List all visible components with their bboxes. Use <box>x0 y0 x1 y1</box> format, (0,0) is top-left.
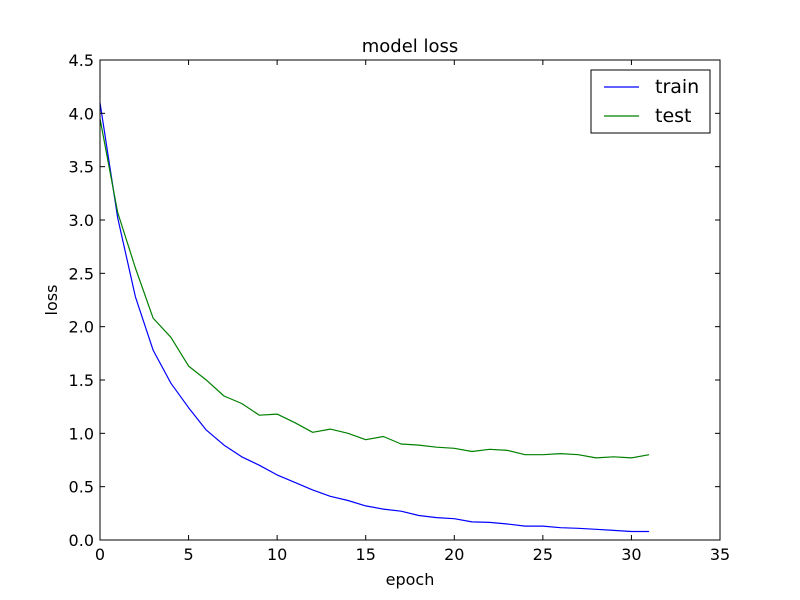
plot-background <box>100 60 720 540</box>
series-line-train <box>99 102 650 533</box>
plot-frame <box>99 59 721 541</box>
x-axis-title: epoch <box>386 570 435 589</box>
x-tick-label: 30 <box>621 545 641 564</box>
y-tick-label: 0.0 <box>69 531 94 550</box>
y-tick-label: 4.5 <box>69 51 94 70</box>
chart-title: model loss <box>362 36 459 57</box>
legend-label-test: test <box>655 105 692 127</box>
y-tick-label: 1.0 <box>69 424 94 443</box>
x-tick-label: 25 <box>533 545 553 564</box>
x-tick-label: 35 <box>710 545 730 564</box>
legend-box <box>590 69 711 134</box>
x-tick-label: 0 <box>95 545 105 564</box>
y-tick-label: 1.5 <box>69 371 94 390</box>
x-axis: 0 5 10 15 20 25 30 35 <box>95 60 730 564</box>
y-axis: 0.0 0.5 1.0 1.5 2.0 2.5 3.0 3.5 4.0 4.5 <box>69 51 720 550</box>
legend: train test <box>590 69 711 134</box>
y-tick-label: 2.5 <box>69 264 94 283</box>
plot-area <box>99 59 721 541</box>
series-layer <box>99 102 650 533</box>
x-tick-label: 20 <box>444 545 464 564</box>
x-tick-label: 5 <box>183 545 193 564</box>
y-tick-label: 0.5 <box>69 478 94 497</box>
y-tick-label: 2.0 <box>69 318 94 337</box>
x-tick-label: 15 <box>356 545 376 564</box>
y-axis-title: loss <box>42 285 61 316</box>
series-line-test <box>99 118 650 459</box>
x-tick-label: 10 <box>267 545 287 564</box>
legend-label-train: train <box>655 76 699 98</box>
y-tick-label: 4.0 <box>69 104 94 123</box>
y-tick-label: 3.0 <box>69 211 94 230</box>
y-tick-label: 3.5 <box>69 158 94 177</box>
